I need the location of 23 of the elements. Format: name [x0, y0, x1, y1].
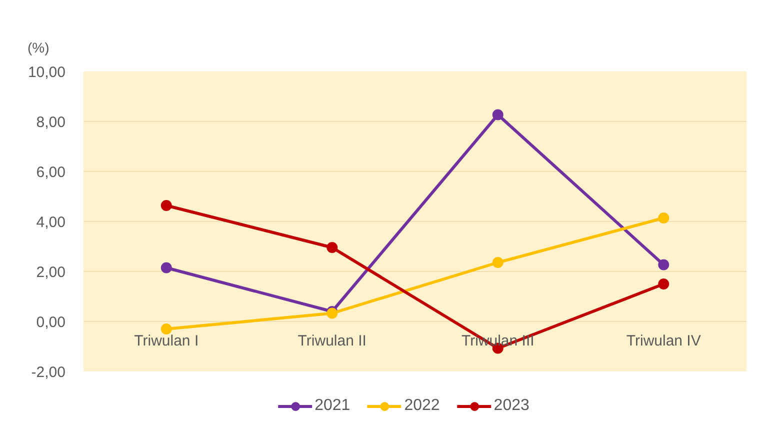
- point: [160, 262, 172, 274]
- point: [658, 212, 670, 224]
- point: [658, 259, 670, 270]
- y-tick-label: 0,00: [36, 314, 66, 331]
- x-tick-label: Triwulan IV: [626, 332, 701, 350]
- point: [326, 242, 338, 253]
- x-tick-label: Triwulan I: [134, 332, 199, 350]
- y-tick-label: 6,00: [36, 164, 66, 181]
- point: [492, 109, 504, 120]
- point: [658, 278, 670, 290]
- point: [492, 257, 504, 268]
- y-axis-title: (%): [28, 40, 50, 56]
- x-tick-label: Triwulan II: [298, 332, 366, 350]
- point: [160, 200, 172, 211]
- legend-label: 2021: [314, 397, 350, 415]
- point: [160, 324, 172, 334]
- y-tick-label: 2,00: [36, 264, 66, 281]
- y-tick-label: 4,00: [36, 214, 66, 231]
- legend-label: 2022: [404, 397, 440, 415]
- legend-label: 2023: [494, 397, 530, 415]
- y-tick-label: 10,00: [28, 64, 66, 81]
- y-tick-label: -2,00: [31, 364, 66, 381]
- y-tick-label: 8,00: [36, 114, 66, 131]
